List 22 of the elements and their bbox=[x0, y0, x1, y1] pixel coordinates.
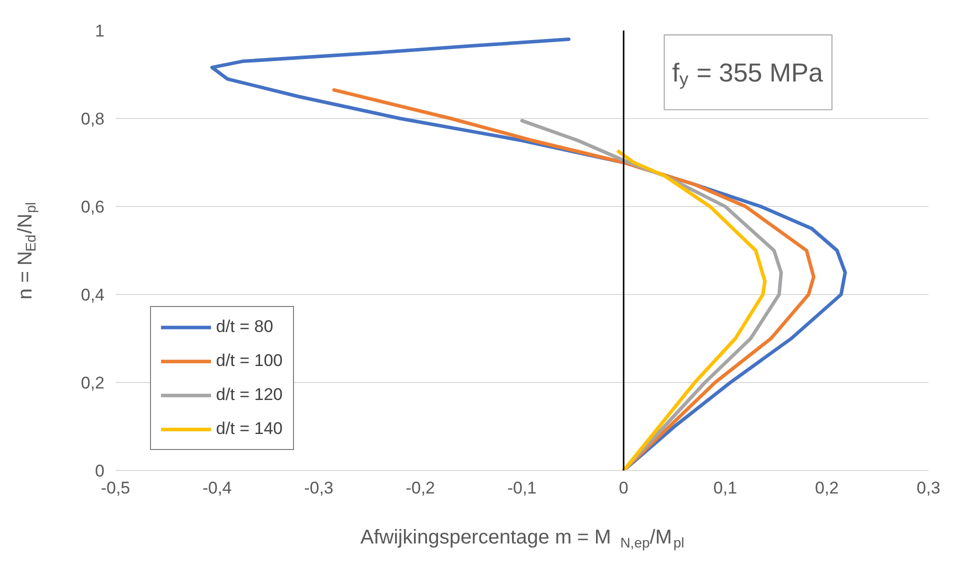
x-tick-label: -0,5 bbox=[100, 478, 130, 498]
legend-label: d/t = 140 bbox=[216, 419, 283, 439]
line-series bbox=[332, 88, 816, 470]
y-tick-label: 1 bbox=[95, 22, 105, 40]
y-tick-label: 0,4 bbox=[80, 286, 105, 304]
y-tick-label: 0,8 bbox=[80, 110, 105, 128]
x-tick-label: 0,1 bbox=[713, 478, 738, 498]
y-tick-label: 0,6 bbox=[80, 198, 105, 216]
legend-label: d/t = 120 bbox=[216, 385, 283, 405]
y-tick-label: 0,2 bbox=[80, 374, 105, 392]
x-tick-label: 0,2 bbox=[815, 478, 839, 498]
x-tick-label: -0,4 bbox=[202, 478, 232, 498]
x-tick-label: 0 bbox=[618, 478, 628, 498]
legend-label: d/t = 100 bbox=[216, 351, 283, 371]
y-axis-title: n = NEd/Npl bbox=[14, 202, 38, 300]
x-tick-label: -0,1 bbox=[507, 478, 537, 498]
legend-label: d/t = 80 bbox=[216, 317, 274, 337]
x-tick-label: -0,2 bbox=[406, 478, 436, 498]
y-tick-label: 0 bbox=[95, 462, 105, 480]
line-series bbox=[616, 150, 767, 470]
x-tick-label: -0,3 bbox=[304, 478, 334, 498]
x-tick-label: 0,3 bbox=[916, 478, 940, 498]
